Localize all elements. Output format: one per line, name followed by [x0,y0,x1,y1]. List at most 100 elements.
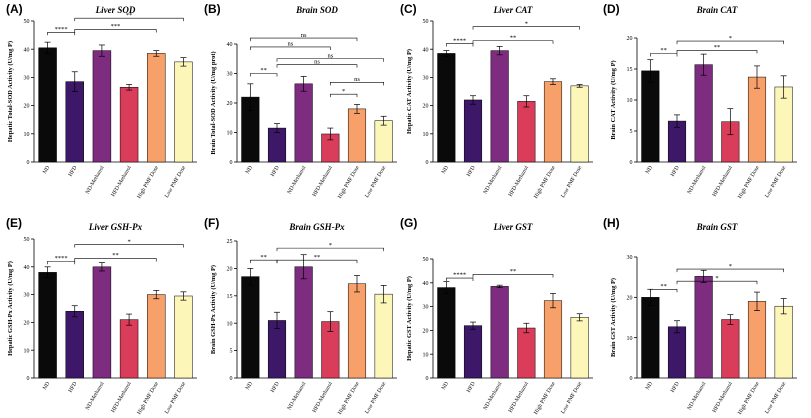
significance-bracket [276,58,384,62]
x-category-label: HFD-Methanol [312,381,335,414]
x-category-label: ND [645,165,654,175]
y-tick-label: 10 [423,132,429,138]
chart-panel-e: (E) Liver GSH-Px Hepatic GSH-Px Activity (… [6,216,197,416]
significance-bracket [330,93,358,98]
x-category-label: HFD [670,381,681,394]
y-tick-label: 30 [423,305,429,311]
y-tick-label: 50 [24,237,30,243]
y-tick-label: 20 [627,36,633,42]
significance-label: ** [714,44,721,51]
significance-bracket [47,31,76,36]
chart-panel-g: (G) Liver GST Hepatic GST Activity (U/mg P… [400,216,593,416]
chart-panel-a: (A) Liver SOD Hepatic Total-SOD Activity (… [6,2,197,200]
significance-label: ns [327,52,333,59]
significance-label: ** [510,34,517,41]
y-tick-label: 0 [630,160,633,166]
significance-bracket [74,17,184,22]
y-tick-label: 15 [627,67,633,73]
y-tick-label: 30 [627,255,633,261]
significance-label: * [342,88,345,95]
bar-low-pmf-dose [174,295,193,379]
significance-bracket [676,50,758,54]
bar-low-pmf-dose [774,305,793,379]
x-category-label: Low PMF Dose [560,381,583,415]
y-tick-label: 20 [227,101,233,107]
bar-hfd-methanol [119,319,139,379]
bar-high-pmf-dose [747,76,767,163]
chart-title: Liver GSH-Px [88,222,143,232]
y-tick-label: 0 [230,376,233,382]
chart-panel-h: (H) Brain GST Brain GST Activity (U/mg P) 0… [603,216,797,416]
y-axis-label: Hepatic Total-SOD Activity (U/mg P) [7,41,14,142]
x-category-label: HFD-Methanol [110,381,133,414]
x-category-label: HFD-Methanol [508,165,531,198]
y-tick-label: 10 [227,131,233,137]
x-category-label: ND [42,381,51,391]
x-category-label: ND-Methanol [287,381,308,412]
y-tick-label: 20 [24,321,30,327]
x-category-label: ND-Methanol [687,165,708,196]
x-category-label: High PMF Dose [136,381,160,416]
significance-label: ** [660,47,667,54]
significance-label: **** [453,37,466,44]
chart-title: Brain GST [696,222,738,232]
significance-bracket [676,280,758,285]
bar-hfd-methanol [721,319,740,379]
y-tick-label: 5 [230,349,233,355]
x-category-label: High PMF Dose [533,165,557,200]
x-category-label: High PMF Dose [533,381,557,416]
x-category-label: Low PMF Dose [364,165,387,199]
significance-label: ns [301,32,307,39]
significance-label: ** [260,254,267,261]
chart-title: Liver GST [493,222,533,232]
panel-label: (F) [204,216,219,230]
significance-bracket [446,43,474,47]
significance-label: ns [354,76,360,83]
y-tick-label: 20 [627,295,633,301]
bar-nd-methanol [694,64,713,163]
significance-label: **** [55,255,68,262]
bar-hfd [463,99,483,163]
y-tick-label: 10 [627,98,633,104]
y-tick-label: 20 [227,267,233,273]
chart-panel-c: (C) Liver CAT Hepatic CAT Activity (U/mg P… [400,2,593,200]
bar-hfd [65,81,84,163]
significance-label: *** [111,23,121,30]
bar-nd-methanol [490,50,509,163]
y-tick-label: 25 [227,239,233,245]
y-tick-label: 10 [627,336,633,342]
bar-hfd-methanol [517,101,536,163]
significance-bracket [446,277,474,282]
significance-bracket [47,260,76,265]
significance-label: ** [112,252,119,259]
significance-label: * [729,263,732,270]
x-category-label: ND-Methanol [85,381,106,412]
chart-panel-b: (B) Brain SOD Brain Total-SOD Activity (U/… [204,2,397,200]
x-category-label: ND [645,381,654,391]
x-category-label: ND-Methanol [483,165,504,196]
y-tick-label: 50 [24,19,30,25]
x-category-label: ND-Methanol [85,165,106,196]
significance-bracket [250,73,278,77]
significance-label: ** [126,12,133,19]
bar-high-pmf-dose [147,294,166,379]
significance-bracket [650,53,678,57]
y-tick-label: 10 [423,352,429,358]
x-category-label: ND [441,165,450,175]
significance-bracket [472,40,554,44]
bar-high-pmf-dose [147,53,166,163]
y-tick-label: 20 [24,104,30,110]
y-tick-label: 0 [27,376,30,382]
x-category-label: HFD [270,381,281,394]
y-tick-label: 0 [27,160,30,166]
bar-hfd-methanol [119,87,139,163]
x-category-label: ND [441,381,450,391]
y-axis-label: Brain CAT Activity (U/mg P) [610,60,617,139]
y-tick-label: 0 [426,376,429,382]
y-axis-label: Brain GSH-Px Activity (U/mg P) [210,265,217,354]
y-tick-label: 0 [426,160,429,166]
y-tick-label: 40 [24,265,30,271]
significance-bracket [74,29,157,33]
significance-label: ** [260,67,267,74]
y-tick-label: 40 [423,47,429,53]
